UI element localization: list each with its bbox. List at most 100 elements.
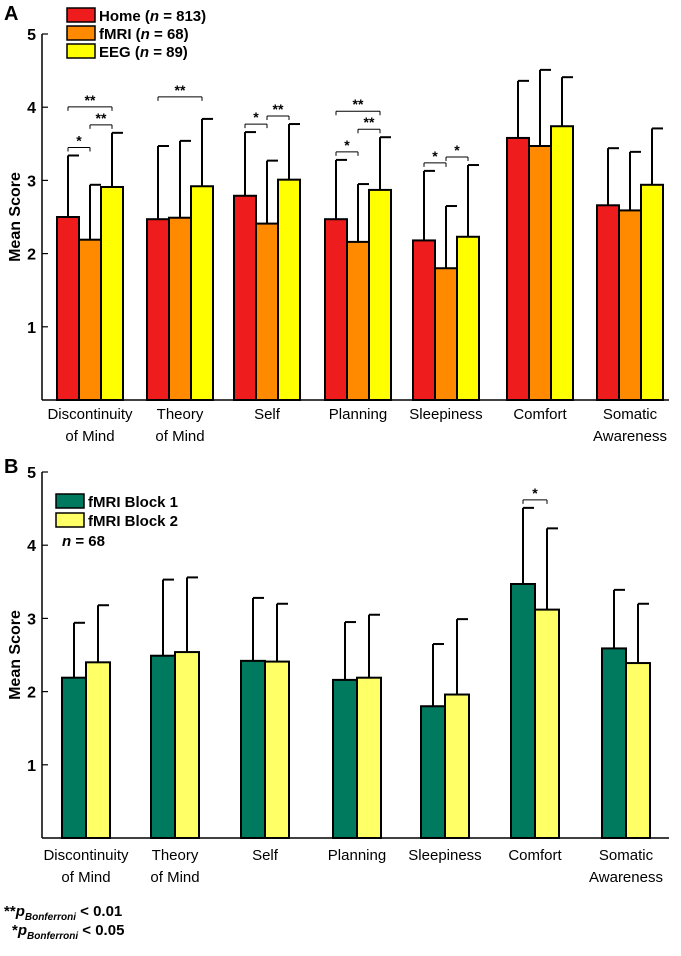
bar-eeg-2 bbox=[277, 178, 301, 401]
significance-label: * bbox=[532, 485, 538, 501]
category-label: Self bbox=[252, 847, 279, 864]
legend-swatch bbox=[55, 512, 85, 528]
bar-fmri-5 bbox=[528, 144, 552, 401]
y-tick-label: 5 bbox=[27, 465, 36, 482]
category-label-line: of Mind bbox=[150, 869, 199, 886]
y-tick-label: 3 bbox=[27, 173, 36, 190]
bar-fmri-0 bbox=[78, 238, 102, 401]
y-tick-label: 4 bbox=[27, 538, 36, 555]
significance-label: ** bbox=[96, 110, 107, 126]
panel-letter-B: B bbox=[4, 456, 18, 478]
legend-entry: fMRI (n = 68) bbox=[99, 26, 189, 43]
bar-fmri-block-1-2 bbox=[240, 659, 266, 840]
y-axis-label: Mean Score bbox=[7, 610, 24, 700]
legend-swatch bbox=[66, 25, 96, 41]
legend-entry: fMRI Block 1 bbox=[88, 494, 178, 511]
legend-entry: EEG (n = 89) bbox=[99, 44, 188, 61]
bar-fmri-block-2-6 bbox=[625, 662, 651, 839]
bar-fmri-block-1-5 bbox=[510, 582, 536, 839]
legend-n: (n = 89) bbox=[131, 44, 188, 61]
bar-fmri-4 bbox=[434, 267, 458, 401]
legend-series-name: fMRI Block 2 bbox=[88, 513, 178, 530]
significance-label: * bbox=[432, 148, 438, 164]
bar-home-2 bbox=[233, 194, 257, 401]
legend-n: (n = 68) bbox=[132, 26, 189, 43]
bar-eeg-3 bbox=[368, 188, 392, 401]
category-label-line: Planning bbox=[328, 847, 386, 864]
legend-series-name: fMRI Block 1 bbox=[88, 494, 178, 511]
bar-fmri-block-2-4 bbox=[444, 693, 470, 840]
category-label-line: Awareness bbox=[593, 428, 667, 445]
panel-letter-A: A bbox=[4, 3, 18, 25]
sample-size-n: n bbox=[62, 533, 71, 550]
bar-eeg-5 bbox=[550, 125, 574, 402]
bar-fmri-2 bbox=[255, 222, 279, 401]
significance-label: * bbox=[344, 137, 350, 153]
legend-swatch bbox=[66, 43, 96, 59]
category-label-line: Awareness bbox=[589, 869, 663, 886]
bar-fmri-block-1-0 bbox=[61, 676, 87, 840]
category-label-line: Self bbox=[254, 406, 281, 423]
significance-label: * bbox=[76, 133, 82, 149]
legend-n: (n = 813) bbox=[141, 8, 206, 25]
significance-label: ** bbox=[273, 101, 284, 117]
y-axis-label: Mean Score bbox=[7, 172, 24, 262]
significance-label: ** bbox=[364, 114, 375, 130]
category-label: Theory of Mind bbox=[150, 847, 199, 886]
category-label-line: Comfort bbox=[513, 406, 567, 423]
bar-home-0 bbox=[56, 216, 80, 401]
y-tick-label: 2 bbox=[27, 247, 36, 264]
legend-swatch bbox=[55, 493, 85, 509]
y-tick-label: 1 bbox=[27, 758, 36, 775]
category-label: Planning bbox=[328, 847, 386, 864]
sample-size-value: = 68 bbox=[71, 533, 105, 550]
category-label-line: Discontinuity bbox=[43, 847, 129, 864]
bar-eeg-1 bbox=[190, 185, 214, 401]
category-label-line: Somatic bbox=[599, 847, 654, 864]
category-label: Sleepiness bbox=[409, 406, 482, 423]
bar-fmri-3 bbox=[346, 240, 370, 401]
significance-label: ** bbox=[175, 82, 186, 98]
y-tick-label: 4 bbox=[27, 100, 36, 117]
y-tick-label: 5 bbox=[27, 27, 36, 44]
category-label-line: of Mind bbox=[155, 428, 204, 445]
category-label: Sleepiness bbox=[408, 847, 481, 864]
category-label-line: of Mind bbox=[61, 869, 110, 886]
bar-fmri-block-1-4 bbox=[420, 705, 446, 839]
bar-home-4 bbox=[412, 239, 436, 401]
category-label: Comfort bbox=[513, 406, 567, 423]
bar-fmri-6 bbox=[618, 209, 642, 401]
bar-fmri-block-1-3 bbox=[332, 678, 358, 839]
footnote-p01: **pBonferroni < 0.01 bbox=[4, 903, 123, 923]
bar-home-5 bbox=[506, 136, 530, 401]
bar-fmri-block-2-5 bbox=[534, 608, 560, 840]
category-label: Theory of Mind bbox=[155, 406, 204, 445]
category-label: Comfort bbox=[508, 847, 562, 864]
category-label: Somatic Awareness bbox=[589, 847, 663, 886]
significance-label: ** bbox=[353, 96, 364, 112]
y-tick-label: 1 bbox=[27, 320, 36, 337]
significance-label: * bbox=[454, 142, 460, 158]
bar-home-6 bbox=[596, 204, 620, 401]
bar-fmri-block-1-6 bbox=[601, 647, 627, 839]
footnote-p05: *pBonferroni < 0.05 bbox=[12, 922, 125, 942]
bar-eeg-4 bbox=[456, 235, 480, 401]
category-label-line: Theory bbox=[157, 406, 204, 423]
category-label-line: Discontinuity bbox=[47, 406, 133, 423]
category-label-line: Sleepiness bbox=[408, 847, 481, 864]
bar-home-3 bbox=[324, 218, 348, 401]
significance-label: * bbox=[253, 109, 259, 125]
category-label-line: Theory bbox=[152, 847, 199, 864]
bar-fmri-block-2-2 bbox=[264, 660, 290, 840]
legend-swatch bbox=[66, 7, 96, 23]
bar-fmri-1 bbox=[168, 216, 192, 401]
bar-fmri-block-2-1 bbox=[174, 651, 200, 840]
category-label-line: of Mind bbox=[65, 428, 114, 445]
category-label: Planning bbox=[329, 406, 387, 423]
legend-entry: fMRI Block 2 bbox=[88, 513, 178, 530]
legend-series-name: EEG bbox=[99, 44, 131, 61]
category-label: Self bbox=[254, 406, 281, 423]
legend-series-name: Home bbox=[99, 8, 141, 25]
